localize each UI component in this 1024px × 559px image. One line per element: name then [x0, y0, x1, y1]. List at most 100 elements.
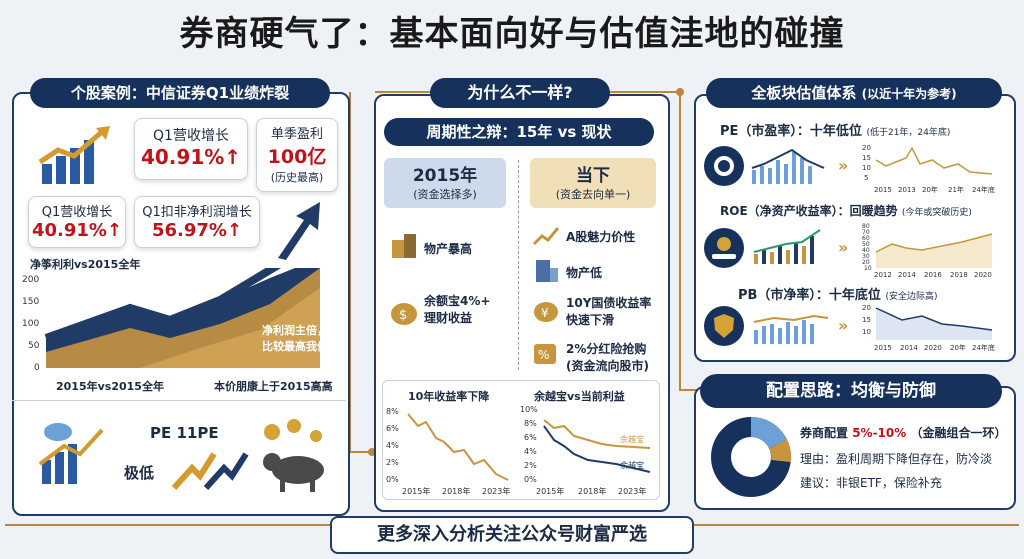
- pe-mini-chart: [751, 148, 825, 184]
- money-bag-icon: $: [391, 303, 417, 325]
- col2-item: 10Y国债收益率 快速下滑: [566, 296, 652, 327]
- growth-chart-icon: [38, 126, 110, 184]
- x-tick: 2023年: [618, 486, 646, 496]
- right-header-note: (以近十年为参考): [861, 87, 957, 101]
- y-tick: 15: [862, 154, 871, 162]
- y-tick: 30: [862, 253, 870, 260]
- q1-revenue-card-2: Q1营收增长 40.91%↑: [28, 196, 126, 248]
- col-sub: (资金选择多): [413, 188, 477, 201]
- rising-arrows-icon: [171, 452, 249, 491]
- card-title: Q1营收增长: [41, 205, 113, 220]
- chevron-right-icon: »: [838, 238, 849, 257]
- profit-area-chart: 200 150 100 50 0: [22, 268, 320, 373]
- col-title: 2015年: [412, 166, 478, 186]
- chevron-right-icon: »: [838, 316, 849, 335]
- x-tick: 2020: [924, 344, 942, 352]
- y-tick: 70: [862, 229, 870, 236]
- y-tick: 0%: [524, 475, 537, 484]
- chart2-title: 余越宝vs当前利益: [534, 390, 625, 403]
- y-tick: 20: [862, 259, 870, 266]
- roe-title: ROE（净资产收益率）：回暖趋势 (今年或突破历史): [720, 202, 972, 219]
- low-label: 极低: [124, 464, 155, 482]
- yuebao-chart: 10% 8% 6% 4% 2% 0% 2015年 2018年 2023年 余越宝…: [520, 405, 651, 496]
- y-tick: 5: [864, 174, 868, 182]
- alloc-line-3: 建议：非银ETF，保险补充: [800, 476, 942, 490]
- y-tick: 15: [862, 316, 871, 324]
- card-title: 单季盈利: [270, 127, 323, 142]
- card-title: Q1营收增长: [153, 128, 229, 144]
- annotation-line: 净利润主倍，: [262, 324, 328, 337]
- pb-title-text: PB（市净率）：十年底位: [738, 288, 881, 303]
- y-tick: 8%: [386, 407, 399, 416]
- alloc-line-2: 理由：盈利周期下降但存在，防冷淡: [800, 452, 993, 466]
- roe-title-text: ROE（净资产收益率）：回暖趋势: [720, 204, 898, 218]
- y-tick: 0%: [386, 475, 399, 484]
- y-tick: 10: [862, 164, 871, 172]
- y-tick: 50: [28, 341, 40, 351]
- col2-item: 物产低: [566, 266, 603, 280]
- shield-icon: [704, 306, 744, 346]
- up-arrow-icon: [278, 202, 320, 260]
- alloc-note: （金融组合一环）: [910, 426, 1007, 440]
- x-tick: 2023年: [482, 486, 510, 496]
- cloud-growth-icon: [38, 423, 104, 484]
- roe-note: (今年或突破历史): [901, 208, 972, 218]
- col2-item: A股魅力价性: [566, 230, 636, 244]
- pb-line-chart: 20 15 10 2015 2014 2020 20年 24年底: [862, 304, 995, 352]
- right-header: 全板块估值体系 (以近十年为参考): [706, 78, 1002, 108]
- middle-header: 为什么不一样?: [430, 78, 610, 108]
- middle-sub-header: 周期性之辩：15年 vs 现状: [384, 118, 654, 146]
- card-title: Q1扣非净利润增长: [142, 205, 252, 220]
- allocation-header: 配置思路：均衡与防御: [700, 374, 1002, 408]
- chevron-right-icon: »: [838, 156, 849, 175]
- col1-item: 物产暴高: [424, 242, 473, 256]
- pb-note: (安全边际高): [885, 292, 938, 302]
- q1-net-profit-card: Q1扣非净利润增长 56.97%↑: [134, 196, 260, 248]
- yen-bag-icon: ¥: [534, 302, 558, 322]
- y-tick: 6%: [524, 433, 537, 442]
- alloc-label: 券商配置: [800, 426, 849, 440]
- y-tick: 50: [862, 241, 870, 248]
- col-now-header: 当下 (资金去向单一): [530, 158, 656, 208]
- col-sub: (资金去向单一): [555, 188, 631, 201]
- right-panel: [694, 94, 1016, 362]
- middle-charts-box: [382, 380, 660, 500]
- card-value: 40.91%↑: [31, 220, 123, 241]
- y-tick: 0: [34, 363, 40, 373]
- pe-line-chart: 20 15 10 5 2015 2013 20年 21年 24年底: [862, 144, 995, 194]
- y-tick: 20: [862, 304, 871, 312]
- bull-icon: [263, 419, 324, 492]
- x-tick: 21年: [948, 185, 964, 194]
- svg-text:¥: ¥: [541, 306, 549, 320]
- y-tick: 40: [862, 247, 870, 254]
- x-label-right: 本价朋康上于2015高高: [214, 380, 333, 393]
- right-header-title: 全板块估值体系: [751, 84, 857, 102]
- y-tick: 4%: [386, 441, 399, 450]
- svg-text:%: %: [538, 348, 549, 362]
- col1-item: 余额宝4%+ 理财收益: [424, 294, 491, 325]
- x-tick: 2014: [898, 271, 916, 278]
- x-tick: 2016: [924, 271, 942, 278]
- alloc-percent: 5%-10%: [852, 426, 907, 440]
- bond-yield-chart: 8% 6% 4% 2% 0% 2015年 2018年 2023年: [386, 407, 510, 496]
- y-tick: 200: [22, 275, 39, 285]
- x-tick: 2012: [874, 271, 892, 278]
- y-tick: 6%: [386, 424, 399, 433]
- divider: [12, 400, 346, 401]
- y-tick: 4%: [524, 447, 537, 456]
- x-tick: 2015年: [536, 486, 564, 496]
- x-tick: 2015年: [402, 486, 430, 496]
- page-title: 券商硬气了：基本面向好与估值洼地的碰撞: [179, 14, 845, 54]
- x-tick: 2015: [874, 186, 892, 194]
- percent-icon: %: [534, 344, 556, 364]
- left-header: 个股案例：中信证券Q1业绩炸裂: [30, 78, 330, 108]
- y-tick: 10: [864, 265, 872, 272]
- y-tick: 60: [862, 235, 870, 242]
- pe-note: (低于21年，24年底): [866, 128, 951, 138]
- y-tick: 10%: [520, 405, 538, 414]
- card-value: 100亿: [267, 146, 327, 168]
- building-icon: [536, 260, 558, 282]
- x-tick: 2018: [950, 271, 968, 278]
- allocation-donut-chart: [711, 417, 792, 497]
- x-tick: 24年底: [972, 343, 995, 352]
